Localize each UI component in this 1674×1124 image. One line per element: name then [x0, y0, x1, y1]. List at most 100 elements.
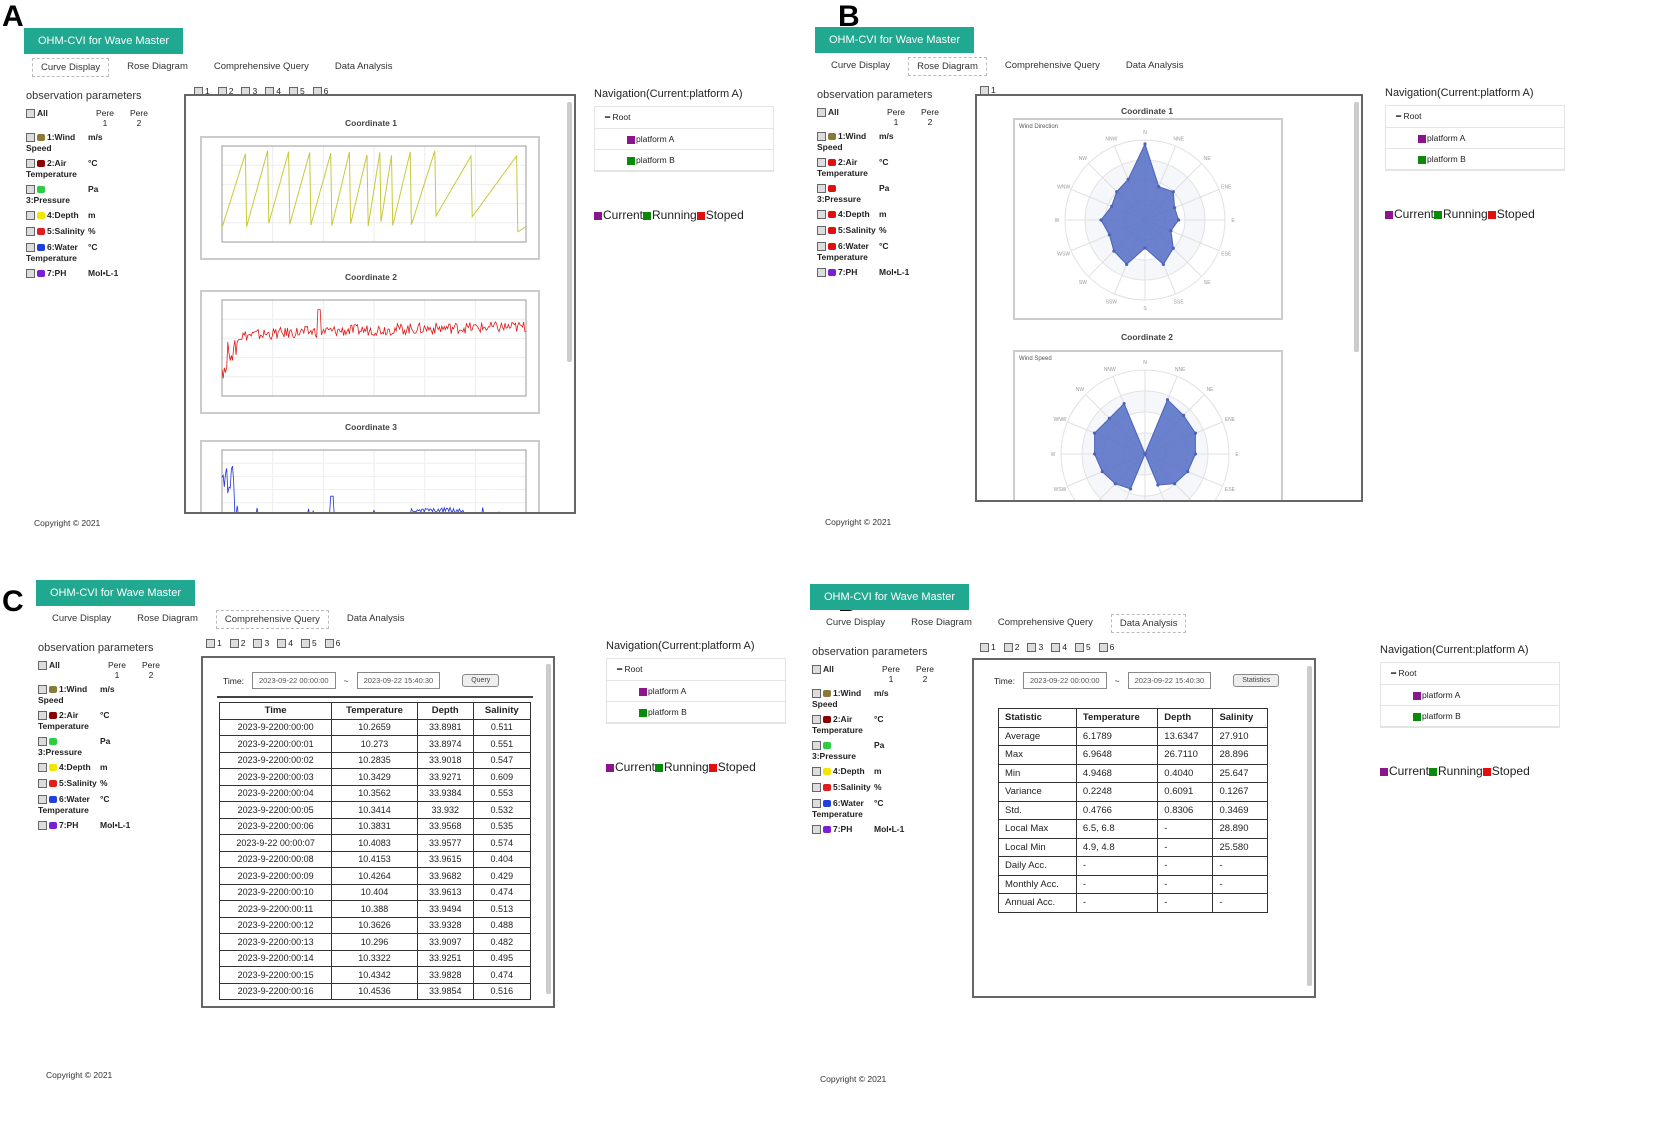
checkbox-icon[interactable] [1051, 643, 1061, 653]
statistics-button[interactable]: Statistics [1233, 674, 1280, 687]
checkbox-icon[interactable] [812, 825, 821, 835]
param-checkbox[interactable]: 2:Air Temperature [817, 157, 879, 179]
checkbox-icon[interactable] [26, 211, 35, 221]
param-checkbox[interactable]: 1:Wind Speed [817, 131, 879, 153]
param-checkbox[interactable]: 5:Salinity [26, 226, 88, 237]
param-checkbox[interactable]: 4:Depth [26, 210, 88, 221]
tab-curve-display[interactable]: Curve Display [831, 60, 891, 71]
tab-data-analysis[interactable]: Data Analysis [1125, 60, 1184, 71]
checkbox-icon[interactable] [817, 184, 826, 194]
nav-root[interactable]: ━ Root [1381, 663, 1559, 685]
start-time-input[interactable]: 2023-09-22 00:00:00 [1022, 672, 1107, 689]
tab-comprehensive-query[interactable]: Comprehensive Query [997, 617, 1093, 628]
scrollbar[interactable] [546, 664, 551, 994]
checkbox-icon[interactable] [206, 639, 215, 649]
checkbox-icon[interactable] [980, 643, 989, 653]
param-checkbox[interactable]: 6:Water Temperature [38, 794, 100, 816]
tab-curve-display[interactable]: Curve Display [52, 613, 112, 624]
checkbox-icon[interactable] [38, 795, 47, 805]
tab-comprehensive-query[interactable]: Comprehensive Query [215, 610, 329, 629]
checkbox-icon[interactable] [26, 159, 35, 169]
all-checkbox[interactable]: All [812, 664, 874, 675]
checkbox-icon[interactable] [817, 158, 826, 168]
checkbox-icon[interactable] [817, 132, 826, 142]
scrollbar[interactable] [1307, 666, 1312, 986]
tab-rose-diagram[interactable]: Rose Diagram [908, 57, 987, 76]
scrollbar[interactable] [1354, 102, 1359, 352]
nav-platform-a[interactable]: platform A [1381, 685, 1559, 706]
checkbox-icon[interactable] [26, 269, 35, 279]
coord-checkbox-1[interactable]: 1 [206, 638, 222, 649]
coord-checkbox-6[interactable]: 6 [1098, 642, 1114, 653]
checkbox-icon[interactable] [26, 227, 35, 237]
param-checkbox[interactable]: 1:Wind Speed [26, 132, 88, 154]
coord-checkbox-5[interactable]: 5 [300, 638, 317, 649]
param-checkbox[interactable]: 2:Air Temperature [812, 714, 874, 736]
checkbox-icon[interactable] [26, 133, 35, 143]
coord-checkbox-2[interactable]: 2 [229, 638, 245, 649]
param-checkbox[interactable]: 5:Salinity [812, 782, 874, 793]
param-checkbox[interactable]: 7:PH [817, 267, 879, 278]
tab-comprehensive-query[interactable]: Comprehensive Query [1004, 60, 1100, 71]
checkbox-icon[interactable] [817, 242, 826, 252]
checkbox-icon[interactable] [812, 689, 821, 699]
all-checkbox[interactable]: All [26, 108, 88, 119]
param-checkbox[interactable]: 7:PH [38, 820, 100, 831]
nav-platform-a[interactable]: platform A [607, 681, 785, 702]
nav-root[interactable]: ━ Root [607, 659, 785, 681]
checkbox-icon[interactable] [324, 639, 334, 649]
nav-platform-b[interactable]: platform B [595, 150, 773, 171]
checkbox-icon[interactable] [1098, 643, 1108, 653]
checkbox-icon[interactable] [812, 799, 821, 809]
checkbox-icon[interactable] [253, 639, 263, 649]
end-time-input[interactable]: 2023-09-22 15:40:30 [1127, 672, 1212, 689]
all-checkbox[interactable]: All [38, 660, 100, 671]
coord-checkbox-3[interactable]: 3 [253, 638, 269, 649]
coord-checkbox-5[interactable]: 5 [1074, 642, 1091, 653]
param-checkbox[interactable]: 2:Air Temperature [26, 158, 88, 180]
tab-comprehensive-query[interactable]: Comprehensive Query [213, 61, 309, 72]
checkbox-icon[interactable] [812, 783, 821, 793]
param-checkbox[interactable]: 5:Salinity [38, 778, 100, 789]
checkbox-icon[interactable] [38, 685, 47, 695]
checkbox-icon[interactable] [1027, 643, 1037, 653]
coord-checkbox-6[interactable]: 6 [324, 638, 340, 649]
nav-root[interactable]: ━ Root [595, 107, 773, 129]
checkbox-icon[interactable] [277, 639, 287, 649]
nav-platform-a[interactable]: platform A [595, 129, 773, 150]
checkbox-icon[interactable] [38, 763, 47, 773]
coord-checkbox-4[interactable]: 4 [1051, 642, 1067, 653]
scrollbar[interactable] [567, 102, 572, 362]
nav-platform-b[interactable]: platform B [1381, 706, 1559, 727]
tab-data-analysis[interactable]: Data Analysis [1110, 614, 1187, 633]
nav-root[interactable]: ━ Root [1386, 106, 1564, 128]
checkbox-icon[interactable] [817, 210, 826, 220]
coord-checkbox-2[interactable]: 2 [1003, 642, 1019, 653]
tab-data-analysis[interactable]: Data Analysis [346, 613, 405, 624]
param-checkbox[interactable]: 6:Water Temperature [812, 798, 874, 820]
param-checkbox[interactable]: 7:PH [812, 824, 874, 835]
param-checkbox[interactable]: 6:Water Temperature [817, 241, 879, 263]
nav-platform-a[interactable]: platform A [1386, 128, 1564, 149]
param-checkbox[interactable]: 3:Pressure [38, 736, 100, 758]
tab-curve-display[interactable]: Curve Display [826, 617, 886, 628]
param-checkbox[interactable]: 6:Water Temperature [26, 242, 88, 264]
checkbox-icon[interactable] [38, 711, 47, 721]
checkbox-icon[interactable] [812, 767, 821, 777]
checkbox-icon[interactable] [812, 741, 821, 751]
checkbox-icon[interactable] [38, 779, 47, 789]
checkbox-icon[interactable] [26, 185, 35, 195]
checkbox-icon[interactable] [812, 715, 821, 725]
tab-data-analysis[interactable]: Data Analysis [334, 61, 393, 72]
tab-curve-display[interactable]: Curve Display [32, 58, 110, 77]
checkbox-icon[interactable] [229, 639, 239, 649]
checkbox-icon[interactable] [817, 226, 826, 236]
param-checkbox[interactable]: 5:Salinity [817, 225, 879, 236]
coord-checkbox-3[interactable]: 3 [1027, 642, 1043, 653]
checkbox-icon[interactable] [817, 268, 826, 278]
param-checkbox[interactable]: 4:Depth [817, 209, 879, 220]
tab-rose-diagram[interactable]: Rose Diagram [137, 613, 198, 624]
checkbox-icon[interactable] [1003, 643, 1013, 653]
all-checkbox[interactable]: All [817, 107, 879, 118]
nav-platform-b[interactable]: platform B [1386, 149, 1564, 170]
